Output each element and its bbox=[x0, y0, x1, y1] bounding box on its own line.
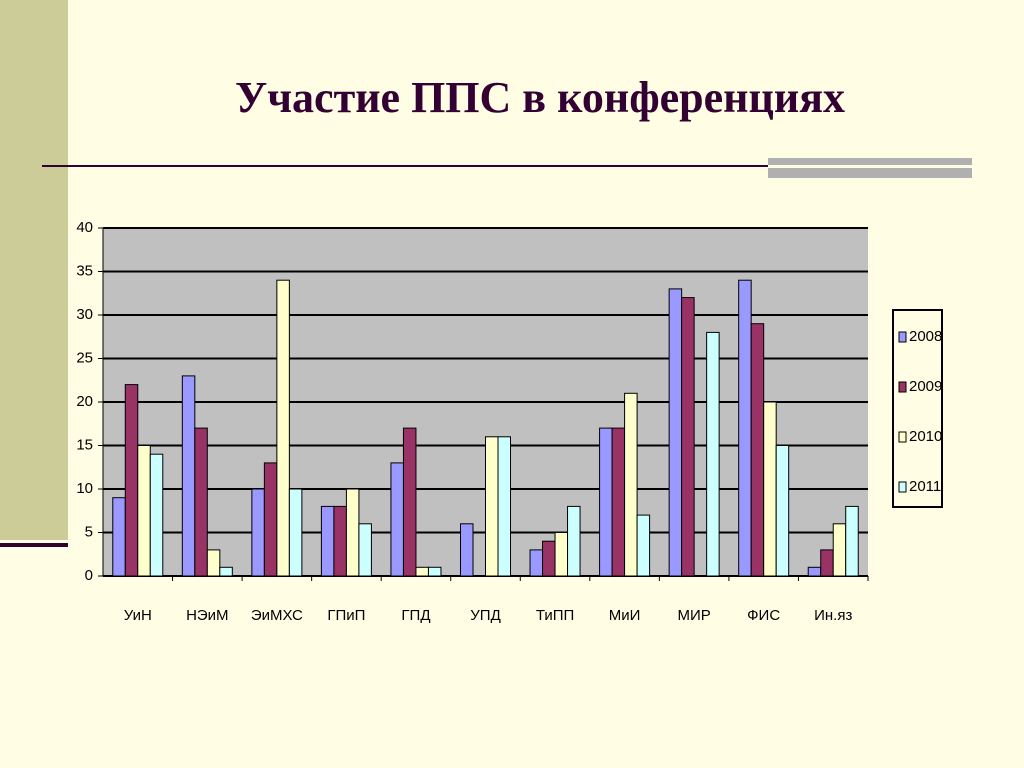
bar bbox=[567, 505, 581, 577]
bar bbox=[738, 279, 752, 577]
x-tick-label: НЭиМ bbox=[186, 607, 229, 624]
bar bbox=[137, 445, 151, 577]
bar bbox=[333, 505, 347, 577]
x-tick-label: ГПД bbox=[401, 607, 430, 624]
y-tick-label: 40 bbox=[76, 219, 93, 236]
bar bbox=[181, 375, 196, 577]
bar bbox=[599, 427, 613, 577]
bar bbox=[750, 323, 765, 577]
legend-label: 2009 bbox=[909, 378, 942, 395]
legend-label: 2010 bbox=[909, 428, 942, 445]
bar bbox=[124, 384, 139, 577]
bar bbox=[219, 566, 233, 577]
title-accent-gap bbox=[768, 165, 972, 168]
bar bbox=[624, 392, 638, 577]
chart-title: Участие ППС в конференциях bbox=[235, 73, 845, 122]
bar bbox=[263, 462, 278, 577]
bar bbox=[390, 462, 404, 577]
y-tick-label: 30 bbox=[76, 306, 93, 323]
bar bbox=[320, 505, 335, 577]
y-tick-label: 5 bbox=[85, 523, 93, 540]
legend-label: 2008 bbox=[909, 328, 942, 345]
bar bbox=[706, 331, 720, 577]
legend-swatch bbox=[898, 481, 907, 493]
x-tick-label: ЭиМХС bbox=[251, 607, 303, 624]
x-tick-label: УПД bbox=[470, 607, 500, 624]
bar bbox=[554, 532, 569, 577]
bar bbox=[276, 279, 290, 577]
bar bbox=[845, 505, 859, 577]
x-tick-label: ТиПП bbox=[536, 607, 574, 624]
bar bbox=[485, 436, 499, 577]
x-tick-label: ГПиП bbox=[327, 607, 365, 624]
bar bbox=[415, 566, 429, 577]
bar bbox=[775, 445, 790, 577]
bar bbox=[636, 514, 651, 577]
y-tick-label: 15 bbox=[76, 436, 93, 453]
legend-label: 2011 bbox=[909, 478, 941, 495]
bar bbox=[112, 497, 126, 577]
y-tick-label: 10 bbox=[76, 480, 93, 497]
bar bbox=[427, 566, 442, 577]
y-tick-label: 25 bbox=[76, 349, 93, 366]
y-tick-label: 35 bbox=[76, 262, 93, 279]
bar bbox=[288, 488, 303, 577]
bar bbox=[345, 488, 360, 577]
bar bbox=[497, 436, 511, 577]
x-tick-label: ФИС bbox=[747, 607, 780, 624]
bar bbox=[149, 453, 164, 577]
bar bbox=[358, 523, 372, 577]
y-tick-label: 20 bbox=[76, 393, 93, 410]
bar bbox=[402, 427, 417, 577]
legend-box bbox=[892, 309, 943, 508]
bar bbox=[820, 549, 834, 577]
bar bbox=[460, 523, 474, 577]
y-tick-label: 0 bbox=[85, 567, 93, 584]
bar bbox=[832, 523, 847, 577]
bar bbox=[668, 288, 683, 577]
bar bbox=[807, 566, 822, 577]
x-tick-label: УиН bbox=[124, 607, 152, 624]
bar bbox=[542, 540, 556, 577]
bar bbox=[251, 488, 265, 577]
bar bbox=[194, 427, 208, 577]
bar bbox=[763, 401, 777, 577]
bar bbox=[611, 427, 626, 577]
legend-swatch bbox=[898, 381, 907, 393]
bar bbox=[206, 549, 221, 577]
legend-swatch bbox=[898, 331, 907, 343]
x-tick-label: МиИ bbox=[609, 607, 641, 624]
bar bbox=[529, 549, 544, 577]
bar bbox=[681, 297, 695, 577]
legend-swatch bbox=[898, 431, 907, 443]
x-tick-label: МИР bbox=[677, 607, 710, 624]
side-stripe bbox=[0, 0, 68, 540]
x-tick-label: Ин.яз bbox=[814, 607, 852, 624]
